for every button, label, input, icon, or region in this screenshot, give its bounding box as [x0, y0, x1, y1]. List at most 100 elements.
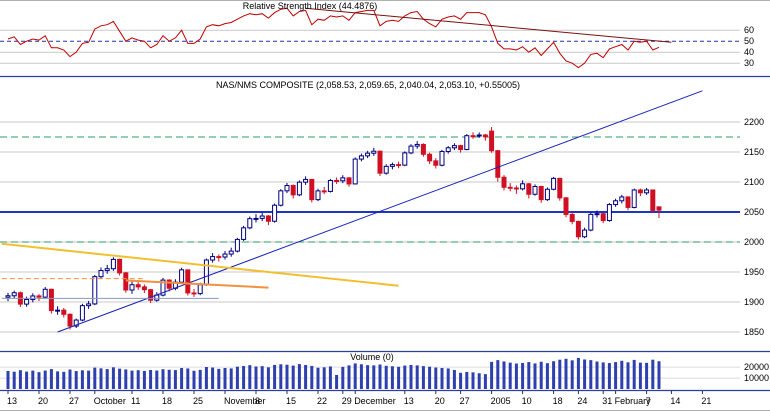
volume-bar [564, 358, 568, 389]
x-axis-label: November [224, 396, 266, 406]
volume-bar [583, 359, 587, 389]
candle-body [383, 165, 389, 174]
x-axis-label: 7 [646, 396, 651, 406]
volume-bar [570, 360, 574, 389]
volume-bar [254, 366, 258, 389]
volume-bar [459, 372, 463, 389]
volume-bar [198, 369, 202, 389]
candle-body [557, 177, 563, 199]
candle-body [5, 295, 11, 298]
x-axis-label: 13 [7, 396, 17, 406]
candle-body [166, 279, 172, 289]
candle-body [464, 135, 470, 150]
candle-body [296, 181, 302, 196]
candle-body [637, 189, 643, 194]
candle-body [644, 189, 650, 194]
candle-body [73, 319, 79, 327]
price-axis-label: 2100 [744, 177, 764, 187]
x-axis-label: 15 [286, 396, 296, 406]
candle-body [501, 176, 507, 188]
volume-bar [74, 371, 78, 389]
candle-body [79, 305, 85, 321]
volume-bar [409, 364, 413, 389]
volume-bar [111, 367, 115, 389]
candle-body [92, 276, 98, 305]
volume-bar [626, 362, 630, 389]
volume-bar [93, 367, 97, 389]
volume-axis-label: 10000 [744, 373, 769, 383]
volume-bar [576, 357, 580, 389]
volume-bar [483, 374, 487, 389]
rsi-axis-label: 30 [744, 58, 754, 68]
candle-body [222, 253, 228, 258]
volume-bar [347, 365, 351, 389]
volume-bar [390, 366, 394, 389]
candle-body [544, 188, 550, 201]
volume-bar [56, 371, 60, 389]
volume-bar [297, 364, 301, 389]
x-axis-label: 18 [553, 396, 563, 406]
rsi-indicator-title[interactable]: Relative Strength Index (44.4876) [242, 1, 378, 11]
candle-body [67, 313, 73, 327]
volume-bar [266, 367, 270, 389]
volume-bar [25, 371, 29, 389]
volume-bar [415, 365, 419, 389]
candle-body [284, 185, 290, 192]
candle-body [439, 150, 445, 166]
price-axis-label: 1900 [744, 297, 764, 307]
volume-bar [18, 370, 22, 389]
x-axis-label: 24 [577, 396, 587, 406]
volume-bar [514, 363, 518, 389]
volume-bar [328, 366, 332, 389]
candle-body [98, 270, 104, 278]
security-title[interactable]: NAS/NMS COMPOSITE (2,058.53, 2,059.65, 2… [216, 80, 520, 90]
x-axis-label: 27 [69, 396, 79, 406]
candle-body [86, 303, 92, 307]
candle-body [61, 309, 67, 315]
volume-bar [440, 368, 444, 389]
candle-body [507, 186, 513, 189]
yellow-downtrend-line[interactable] [1, 242, 399, 287]
candle-body [420, 143, 426, 155]
volume-bar [465, 371, 469, 389]
candle-body [358, 155, 364, 160]
volume-bar [452, 369, 456, 389]
x-axis-label: February [615, 396, 652, 406]
x-axis-label: 10 [522, 396, 532, 406]
volume-bar [589, 360, 593, 389]
volume-bar [161, 369, 165, 389]
volume-bar [80, 370, 84, 389]
candle-body [513, 187, 519, 190]
candle-body [532, 186, 538, 195]
candle-body [402, 152, 408, 166]
volume-indicator-title[interactable]: Volume (0) [350, 352, 394, 362]
volume-bar [335, 375, 339, 389]
rsi-line [7, 7, 660, 69]
price-uptrend-line[interactable] [57, 90, 703, 333]
orange-support-line[interactable] [125, 279, 269, 289]
volume-bar [490, 361, 494, 389]
volume-bar [217, 368, 221, 389]
x-axis-label: 11 [131, 396, 140, 406]
candle-body [191, 292, 197, 295]
candle-body [489, 130, 495, 152]
volume-bar [142, 370, 146, 389]
candle-body [520, 183, 526, 190]
rsi-downtrend-line[interactable] [305, 7, 672, 43]
candle-body [396, 164, 402, 167]
candle-body [11, 292, 17, 297]
candle-body [327, 180, 333, 192]
candle-body [433, 160, 439, 166]
x-axis-label: 8 [255, 396, 260, 406]
candle-body [606, 204, 612, 222]
x-axis-label: 20 [38, 396, 48, 406]
volume-bar [49, 369, 53, 389]
volume-bar [310, 365, 314, 389]
candle-body [371, 150, 377, 154]
candle-body [203, 259, 209, 286]
candle-body [458, 145, 464, 150]
x-axis-label: 2005 [491, 396, 511, 406]
candle-body [216, 256, 222, 259]
candle-body [315, 190, 321, 201]
